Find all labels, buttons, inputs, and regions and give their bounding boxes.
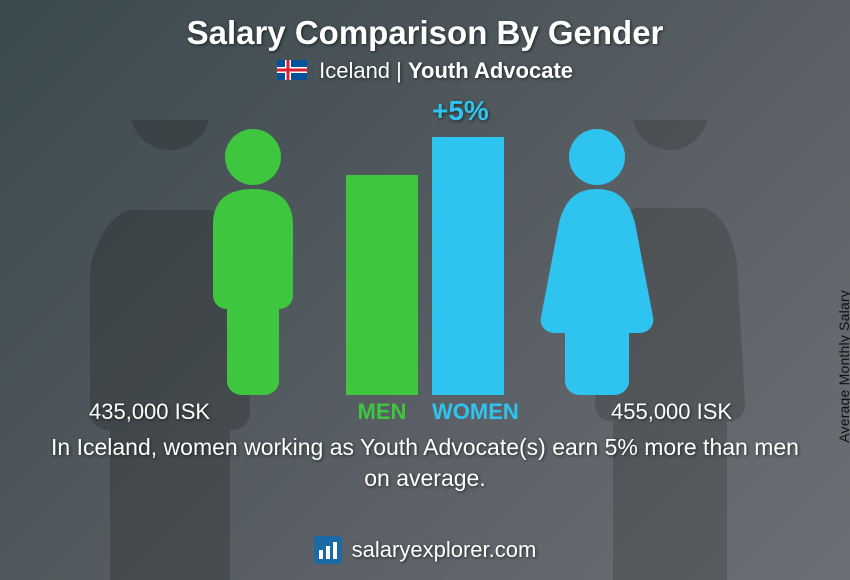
difference-percent-label: +5%: [432, 95, 489, 127]
women-label: WOMEN: [432, 399, 504, 425]
men-label: MEN: [346, 399, 418, 425]
separator: |: [396, 58, 408, 83]
women-salary-value: 455,000 ISK: [611, 399, 732, 425]
y-axis-label: Average Monthly Salary: [836, 290, 850, 443]
logo-icon: [314, 536, 342, 564]
country-label: Iceland: [319, 58, 390, 83]
page-title: Salary Comparison By Gender: [0, 0, 850, 52]
job-title-label: Youth Advocate: [408, 58, 573, 83]
female-icon: [537, 125, 657, 395]
iceland-flag-icon: [277, 60, 307, 80]
chart-area: +5% MEN WOMEN 435,000 ISK 455,000 ISK: [0, 95, 850, 425]
bar-labels-row: MEN WOMEN: [346, 399, 504, 425]
footer: salaryexplorer.com: [0, 536, 850, 564]
subtitle-row: Iceland | Youth Advocate: [0, 58, 850, 84]
description-text: In Iceland, women working as Youth Advoc…: [40, 432, 810, 494]
bar-men: [346, 175, 418, 395]
male-icon: [193, 125, 313, 395]
bar-women: [432, 137, 504, 395]
bars-group: [346, 137, 504, 395]
footer-text: salaryexplorer.com: [352, 537, 537, 563]
men-salary-value: 435,000 ISK: [89, 399, 210, 425]
